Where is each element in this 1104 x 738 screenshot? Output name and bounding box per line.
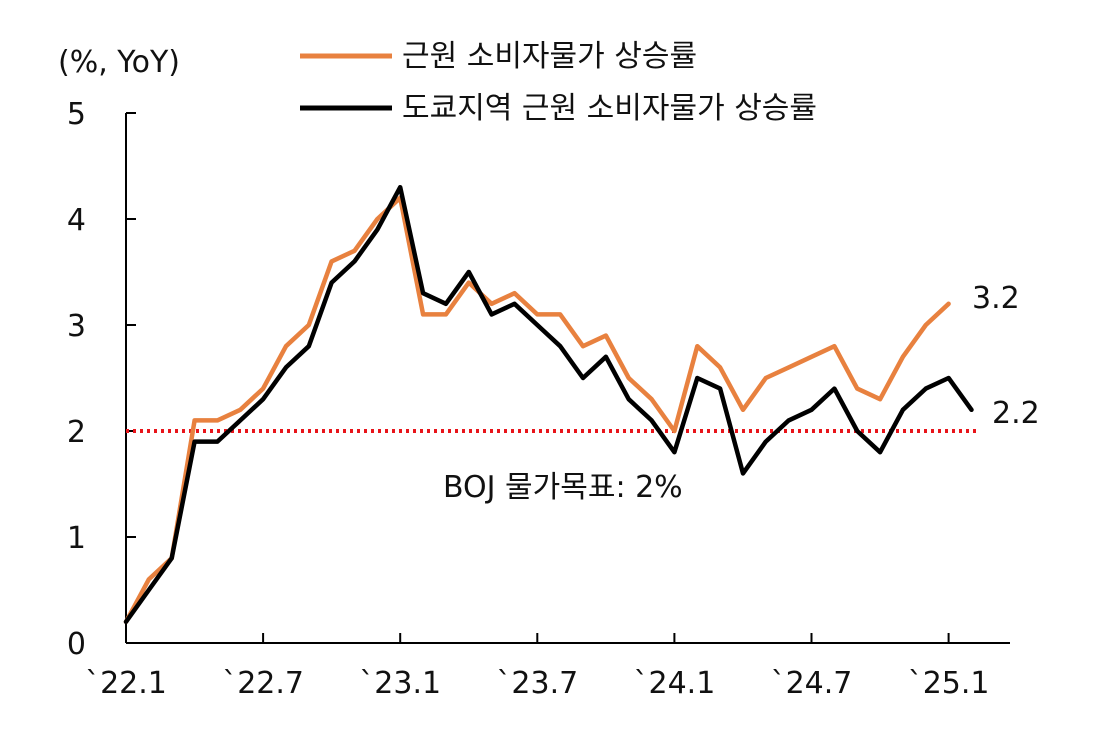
boj-target-label: BOJ 물가목표: 2% [443,470,683,505]
x-tick-label: `23.1 [359,666,441,701]
y-tick-label: 3 [67,309,86,344]
legend: 근원 소비자물가 상승률 도쿄지역 근원 소비자물가 상승률 [300,39,817,126]
x-axis: `22.1 `22.7 `23.1 `23.7 `24.1 `24.7 `25.1 [85,633,1010,701]
x-tick-label: `24.1 [634,666,716,701]
y-tick-label: 2 [67,415,86,450]
series-line-tokyo-core-cpi [123,184,974,625]
y-axis: 0 1 2 3 4 5 [67,97,136,662]
unit-label: (%, YoY) [58,45,180,80]
end-label-core-cpi: 3.2 [972,281,1020,316]
x-tick-label: `22.1 [85,666,167,701]
y-tick-label: 1 [67,521,86,556]
end-label-tokyo-core-cpi: 2.2 [992,396,1040,431]
y-tick-label: 4 [67,203,86,238]
x-tick-label: `23.7 [496,666,578,701]
series-line-core-cpi [123,195,951,625]
y-tick-label: 5 [67,97,86,132]
legend-label-core-cpi: 근원 소비자물가 상승률 [402,39,697,74]
y-tick-label: 0 [67,627,86,662]
x-tick-label: `22.7 [222,666,304,701]
x-tick-label: `24.7 [771,666,853,701]
legend-label-tokyo-core-cpi: 도쿄지역 근원 소비자물가 상승률 [402,91,817,126]
x-tick-label: `25.1 [908,666,990,701]
